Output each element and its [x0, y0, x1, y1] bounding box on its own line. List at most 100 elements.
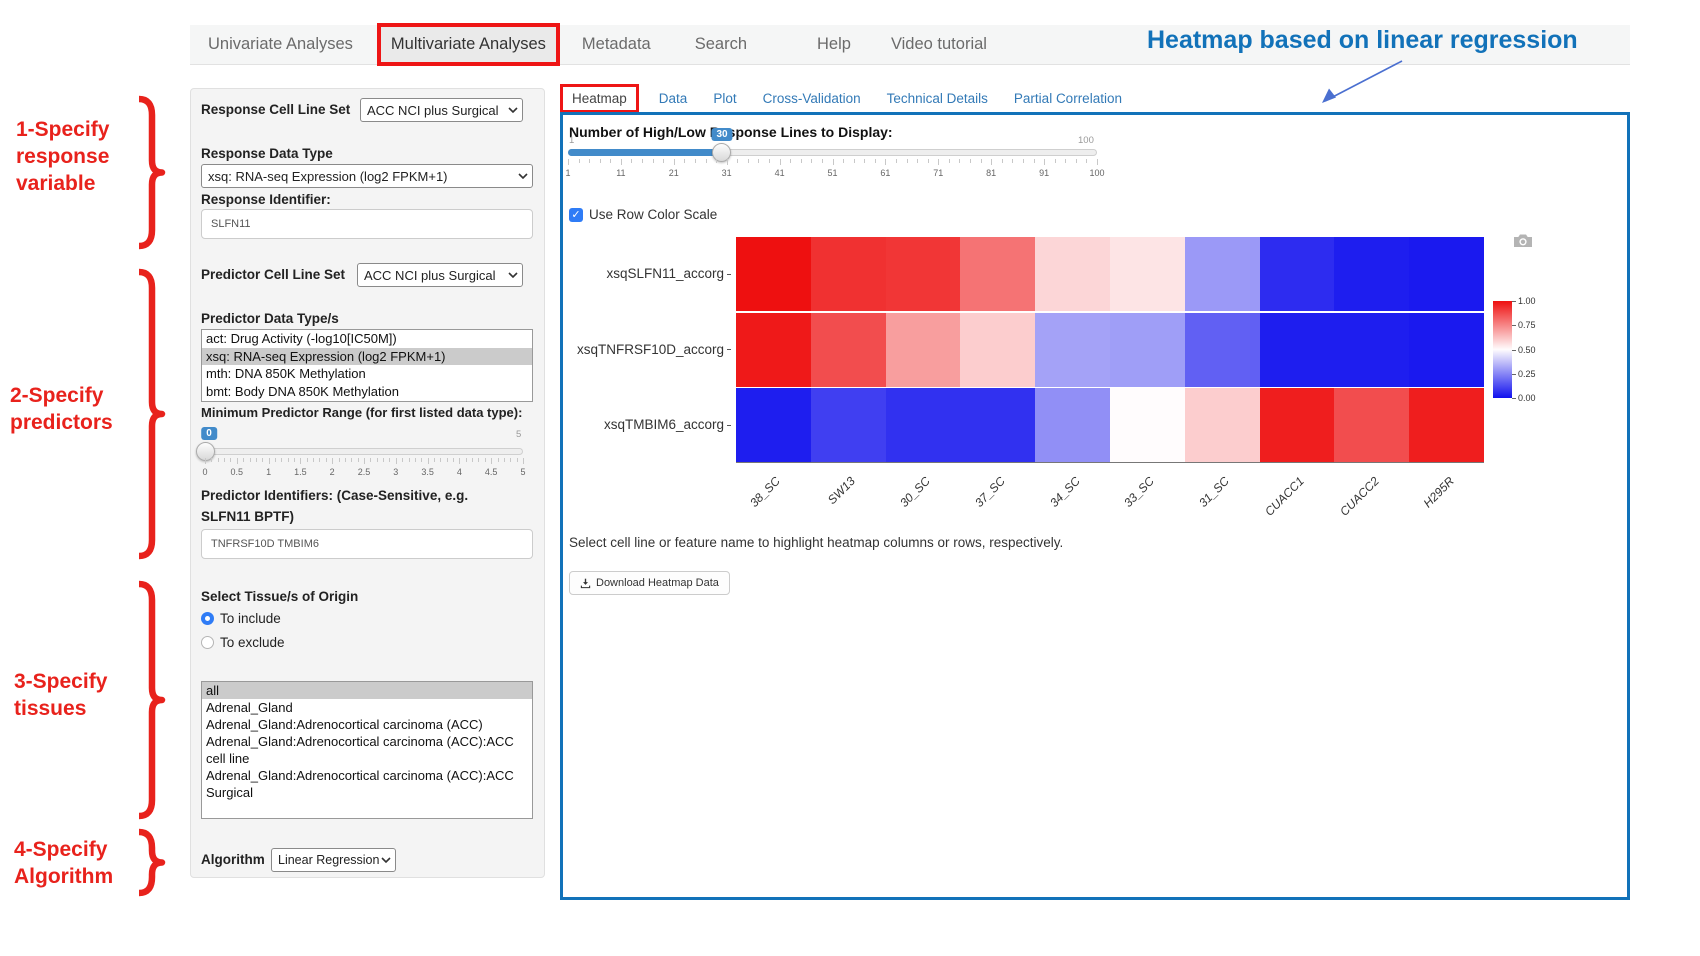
heatmap-cell-xsqSLFN11_accorg-SW13[interactable]: [810, 237, 886, 311]
heatmap-cell-xsqTMBIM6_accorg-34_SC[interactable]: [1035, 388, 1110, 462]
annotation-step4: 4-Specify Algorithm: [14, 838, 114, 888]
heatmap-cell-xsqTMBIM6_accorg-33_SC[interactable]: [1110, 388, 1185, 462]
heatmap-cell-xsqTMBIM6_accorg-31_SC[interactable]: [1184, 388, 1260, 462]
heatmap-cell-xsqTNFRSF10D_accorg-SW13[interactable]: [810, 312, 886, 387]
tissue-option[interactable]: Adrenal_Gland:Adrenocortical carcinoma (…: [206, 768, 514, 800]
slider-tick-label: 1: [565, 168, 571, 178]
tissue-exclude-radio[interactable]: To exclude: [201, 635, 285, 650]
heatmap-cell-xsqTMBIM6_accorg-CUACC2[interactable]: [1334, 388, 1410, 462]
row-color-scale-checkbox[interactable]: ✓ Use Row Color Scale: [569, 207, 717, 222]
slider-tick: [268, 458, 270, 464]
heatmap-row-label[interactable]: xsqSLFN11_accorg: [566, 266, 731, 281]
tab-partial-correlation[interactable]: Partial Correlation: [1013, 91, 1122, 106]
response-cell-line-set-label: Response Cell Line Set: [201, 102, 351, 117]
heatmap-row-label[interactable]: xsqTNFRSF10D_accorg: [566, 342, 731, 357]
heatmap-cell-xsqTNFRSF10D_accorg-30_SC[interactable]: [885, 312, 961, 387]
tab-technical-details[interactable]: Technical Details: [886, 91, 988, 106]
min-predictor-range-track[interactable]: [205, 448, 523, 455]
heatmap-cell-xsqTNFRSF10D_accorg-33_SC[interactable]: [1110, 312, 1185, 387]
slider-minor-tick: [631, 159, 633, 163]
tissue-include-label: To include: [220, 611, 281, 626]
algorithm-select[interactable]: Linear Regression: [271, 848, 396, 872]
tissue-option[interactable]: all: [202, 682, 532, 699]
nav-item-help[interactable]: Help: [817, 35, 851, 53]
nav-item-metadata[interactable]: Metadata: [581, 35, 651, 53]
slider-minor-tick: [758, 159, 760, 163]
heatmap-column-label[interactable]: H295R: [1420, 474, 1457, 511]
heatmap-cell-xsqTNFRSF10D_accorg-H295R[interactable]: [1409, 312, 1484, 387]
colorbar-tick-label: 0.25: [1512, 368, 1536, 379]
predictor-data-type-option[interactable]: act: Drug Activity (-log10[IC50M]): [206, 331, 397, 346]
slider-minor-tick: [414, 458, 416, 462]
heatmap-column-label[interactable]: 33_SC: [1121, 474, 1158, 510]
heatmap-cell-xsqSLFN11_accorg-CUACC2[interactable]: [1334, 237, 1410, 311]
tab-data[interactable]: Data: [658, 91, 688, 106]
heatmap-column-label[interactable]: 37_SC: [971, 474, 1008, 510]
nav-item-multivariate-analyses[interactable]: Multivariate Analyses: [376, 23, 560, 66]
download-heatmap-data-button[interactable]: Download Heatmap Data: [569, 571, 730, 595]
heatmap-cell-xsqTNFRSF10D_accorg-31_SC[interactable]: [1184, 312, 1260, 387]
slider-minor-tick: [249, 458, 251, 462]
heatmap-column-label[interactable]: 34_SC: [1046, 474, 1083, 510]
heatmap-cell-xsqTNFRSF10D_accorg-37_SC[interactable]: [960, 312, 1036, 387]
tissue-option[interactable]: Adrenal_Gland: [206, 700, 293, 715]
tissue-listbox[interactable]: all Adrenal_Gland Adrenal_Gland:Adrenocort…: [201, 681, 533, 819]
heatmap-cell-xsqTMBIM6_accorg-30_SC[interactable]: [885, 388, 961, 462]
heatmap-cell-xsqSLFN11_accorg-38_SC[interactable]: [736, 237, 811, 311]
heatmap-cell-xsqTMBIM6_accorg-CUACC1[interactable]: [1259, 388, 1335, 462]
slider-minor-tick: [465, 458, 467, 462]
radio-unselected-icon: [201, 636, 214, 649]
heatmap-cell-xsqSLFN11_accorg-33_SC[interactable]: [1110, 237, 1185, 311]
nav-item-video-tutorial[interactable]: Video tutorial: [890, 35, 987, 53]
slider-minor-tick: [652, 159, 654, 163]
heatmap-column-label[interactable]: 38_SC: [747, 474, 784, 510]
lines-slider-handle[interactable]: [712, 143, 731, 162]
predictor-cell-line-set-select[interactable]: ACC NCI plus Surgical: [357, 263, 523, 287]
slider-tick: [779, 159, 781, 165]
heatmap-cell-xsqTNFRSF10D_accorg-CUACC2[interactable]: [1334, 312, 1410, 387]
response-cell-line-set-select[interactable]: ACC NCI plus Surgical: [360, 98, 523, 122]
heatmap-column-label[interactable]: SW13: [825, 474, 859, 508]
slider-tick-label: 4: [456, 467, 462, 477]
heatmap-cell-xsqTNFRSF10D_accorg-38_SC[interactable]: [736, 312, 811, 387]
heatmap-cell-xsqSLFN11_accorg-34_SC[interactable]: [1035, 237, 1110, 311]
camera-icon[interactable]: [1513, 233, 1533, 248]
nav-item-search[interactable]: Search: [694, 35, 747, 53]
heatmap-column-label[interactable]: CUACC2: [1336, 474, 1382, 519]
heatmap-cell-xsqTNFRSF10D_accorg-34_SC[interactable]: [1035, 312, 1110, 387]
predictor-identifiers-label: Predictor Identifiers: (Case-Sensitive, …: [201, 488, 469, 524]
slider-minor-tick: [446, 458, 448, 462]
tissue-option[interactable]: Adrenal_Gland:Adrenocortical carcinoma (…: [206, 734, 514, 766]
heatmap-column-label[interactable]: 30_SC: [897, 474, 933, 510]
nav-item-univariate-analyses[interactable]: Univariate Analyses: [208, 35, 353, 53]
heatmap-cell-xsqTMBIM6_accorg-SW13[interactable]: [810, 388, 886, 462]
tab-heatmap[interactable]: Heatmap: [560, 84, 639, 113]
predictor-data-type-option[interactable]: mth: DNA 850K Methylation: [206, 366, 366, 381]
heatmap-cell-xsqTNFRSF10D_accorg-CUACC1[interactable]: [1259, 312, 1335, 387]
heatmap-row-label[interactable]: xsqTMBIM6_accorg: [566, 417, 731, 432]
heatmap-cell-xsqSLFN11_accorg-30_SC[interactable]: [885, 237, 961, 311]
predictor-identifiers-input[interactable]: TNFRSF10D TMBIM6: [201, 529, 533, 559]
response-data-type-select[interactable]: xsq: RNA-seq Expression (log2 FPKM+1): [201, 164, 533, 188]
heatmap-column-label[interactable]: CUACC1: [1262, 474, 1307, 519]
heatmap-cell-xsqTMBIM6_accorg-38_SC[interactable]: [736, 388, 811, 462]
tissue-include-radio[interactable]: To include: [201, 611, 281, 626]
predictor-data-types-listbox[interactable]: act: Drug Activity (-log10[IC50M]) xsq: R…: [201, 329, 533, 402]
heatmap-cell-xsqTMBIM6_accorg-H295R[interactable]: [1409, 388, 1484, 462]
heatmap-cell-xsqSLFN11_accorg-H295R[interactable]: [1409, 237, 1484, 311]
tab-plot[interactable]: Plot: [713, 91, 737, 106]
slider-minor-tick: [843, 159, 845, 163]
heatmap-cell-xsqSLFN11_accorg-CUACC1[interactable]: [1259, 237, 1335, 311]
heatmap-column-label[interactable]: 31_SC: [1196, 474, 1233, 510]
heatmap-cell-xsqSLFN11_accorg-37_SC[interactable]: [960, 237, 1036, 311]
predictor-data-type-option[interactable]: bmt: Body DNA 850K Methylation: [206, 383, 399, 399]
response-identifier-input[interactable]: SLFN11: [201, 209, 533, 239]
tissue-option[interactable]: Adrenal_Gland:Adrenocortical carcinoma (…: [206, 717, 483, 732]
predictor-data-type-option[interactable]: xsq: RNA-seq Expression (log2 FPKM+1): [202, 347, 532, 365]
heatmap-cell-xsqSLFN11_accorg-31_SC[interactable]: [1184, 237, 1260, 311]
analysis-form-panel: Response Cell Line Set ACC NCI plus Surg…: [190, 88, 545, 878]
heatmap-cell-xsqTMBIM6_accorg-37_SC[interactable]: [960, 388, 1036, 462]
tab-cross-validation[interactable]: Cross-Validation: [762, 91, 861, 106]
slider-tick: [236, 458, 238, 464]
